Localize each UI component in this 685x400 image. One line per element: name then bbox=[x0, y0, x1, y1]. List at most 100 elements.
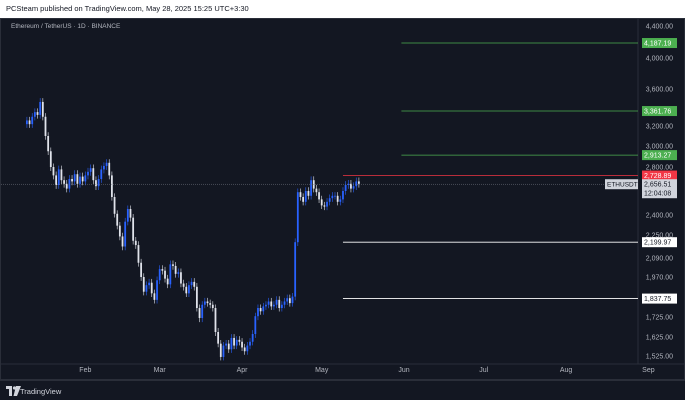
tradingview-logo-icon[interactable] bbox=[6, 386, 22, 396]
level-tag-bg bbox=[642, 150, 677, 161]
candle-body bbox=[259, 308, 262, 312]
level-tag-label: 2,913.27 bbox=[644, 153, 671, 160]
y-tick-label: 1,970.00 bbox=[646, 275, 673, 282]
candle-body bbox=[68, 179, 71, 189]
candle-body bbox=[110, 175, 113, 197]
candle-body bbox=[251, 334, 254, 342]
candle-body bbox=[278, 299, 281, 309]
candle-body bbox=[31, 116, 34, 125]
x-tick-label: Sep bbox=[642, 367, 655, 374]
candle-body bbox=[39, 101, 42, 115]
symbol-tag-label: ETHUSDT bbox=[607, 182, 638, 189]
candle-body bbox=[41, 101, 44, 117]
y-tick-label: 2,400.00 bbox=[646, 213, 673, 220]
candle-body bbox=[164, 270, 166, 279]
y-tick-label: 1,625.00 bbox=[646, 335, 673, 342]
x-tick-label: Aug bbox=[560, 367, 573, 374]
candle-body bbox=[81, 176, 84, 182]
candle-body bbox=[108, 162, 111, 176]
price-chart[interactable]: 1,525.00 1,625.00 1,725.00 1,970.00 2,090.00… bbox=[1, 19, 684, 379]
candle-body bbox=[246, 345, 249, 352]
candle-body bbox=[275, 299, 278, 305]
candle-body bbox=[243, 347, 246, 352]
candle-body bbox=[132, 217, 135, 241]
candle-body bbox=[71, 179, 73, 182]
candle-body bbox=[28, 120, 31, 125]
x-tick-label: Feb bbox=[79, 367, 91, 374]
y-tick-label: 4,000.00 bbox=[646, 56, 673, 63]
tradingview-brand[interactable]: TradingView bbox=[20, 387, 62, 396]
candle-body bbox=[265, 304, 267, 307]
candle-body bbox=[347, 183, 350, 185]
candle-body bbox=[103, 165, 105, 170]
y-tick-label: 1,725.00 bbox=[646, 315, 673, 322]
candle-body bbox=[299, 192, 302, 197]
y-tick-label: 1,525.00 bbox=[646, 354, 673, 361]
candle-body bbox=[79, 176, 81, 184]
candle-body bbox=[150, 282, 153, 294]
x-tick-label: Jul bbox=[479, 367, 488, 374]
candle-body bbox=[52, 167, 55, 176]
candle-body bbox=[230, 337, 233, 350]
candle-body bbox=[145, 285, 148, 292]
level-tag-label: 3,361.76 bbox=[644, 109, 671, 116]
candle-body bbox=[140, 262, 143, 277]
candle-body bbox=[73, 174, 76, 182]
x-tick-label: Apr bbox=[237, 367, 249, 374]
candle-body bbox=[188, 285, 190, 294]
candle-body bbox=[342, 191, 344, 200]
candle-body bbox=[352, 186, 355, 189]
candle-body bbox=[198, 308, 201, 318]
level-tag-label: 4,187.19 bbox=[644, 41, 671, 48]
published-by-text: PCSteam published on TradingView.com, Ma… bbox=[6, 4, 249, 13]
candle-body bbox=[307, 191, 310, 196]
candle-body bbox=[222, 345, 225, 357]
candle-body bbox=[203, 301, 206, 305]
candle-body bbox=[219, 343, 222, 357]
candle-body bbox=[320, 199, 323, 206]
candle-body bbox=[217, 332, 220, 344]
y-tick-label: 2,800.00 bbox=[646, 165, 673, 172]
candle-body bbox=[44, 116, 47, 136]
candle-body bbox=[113, 197, 116, 214]
candle-body bbox=[249, 341, 251, 346]
candle-body bbox=[156, 280, 158, 300]
candle-body bbox=[166, 278, 169, 285]
candle-body bbox=[65, 183, 68, 189]
level-tag-label: 2,728.89 bbox=[644, 173, 671, 180]
candle-body bbox=[195, 286, 198, 309]
candle-body bbox=[142, 277, 145, 292]
candle-body bbox=[310, 180, 312, 196]
candle-body bbox=[291, 296, 294, 304]
chart-pane[interactable]: Ethereum / TetherUS · 1D · BINANCE 1,525… bbox=[0, 18, 685, 380]
candle-body bbox=[158, 269, 161, 281]
candle-body bbox=[288, 298, 291, 304]
candle-body bbox=[26, 120, 28, 125]
y-tick-label: 3,600.00 bbox=[646, 87, 673, 94]
level-tag-bg bbox=[642, 170, 677, 181]
candle-body bbox=[137, 245, 140, 263]
candle-body bbox=[87, 171, 89, 176]
y-tick-label: 2,250.00 bbox=[646, 233, 673, 240]
candle-body bbox=[182, 283, 185, 287]
candle-body bbox=[304, 191, 307, 202]
candle-body bbox=[270, 301, 273, 307]
candle-body bbox=[55, 175, 58, 185]
level-tag-bg bbox=[642, 106, 677, 117]
level-tag-bg bbox=[642, 38, 677, 49]
symbol-title: Ethereum / TetherUS · 1D · BINANCE bbox=[11, 23, 121, 30]
candle-body bbox=[339, 199, 342, 202]
candle-body bbox=[57, 169, 60, 185]
candle-body bbox=[174, 265, 177, 274]
candle-body bbox=[326, 201, 328, 207]
level-tag-label: 1,837.75 bbox=[644, 296, 671, 303]
candle-body bbox=[315, 188, 318, 193]
candle-body bbox=[47, 136, 50, 152]
candle-body bbox=[118, 225, 121, 237]
candle-body bbox=[209, 303, 212, 305]
candle-body bbox=[235, 339, 238, 346]
candle-body bbox=[153, 293, 156, 300]
candle-body bbox=[172, 264, 174, 266]
candle-body bbox=[76, 174, 79, 184]
candle-body bbox=[134, 240, 137, 246]
